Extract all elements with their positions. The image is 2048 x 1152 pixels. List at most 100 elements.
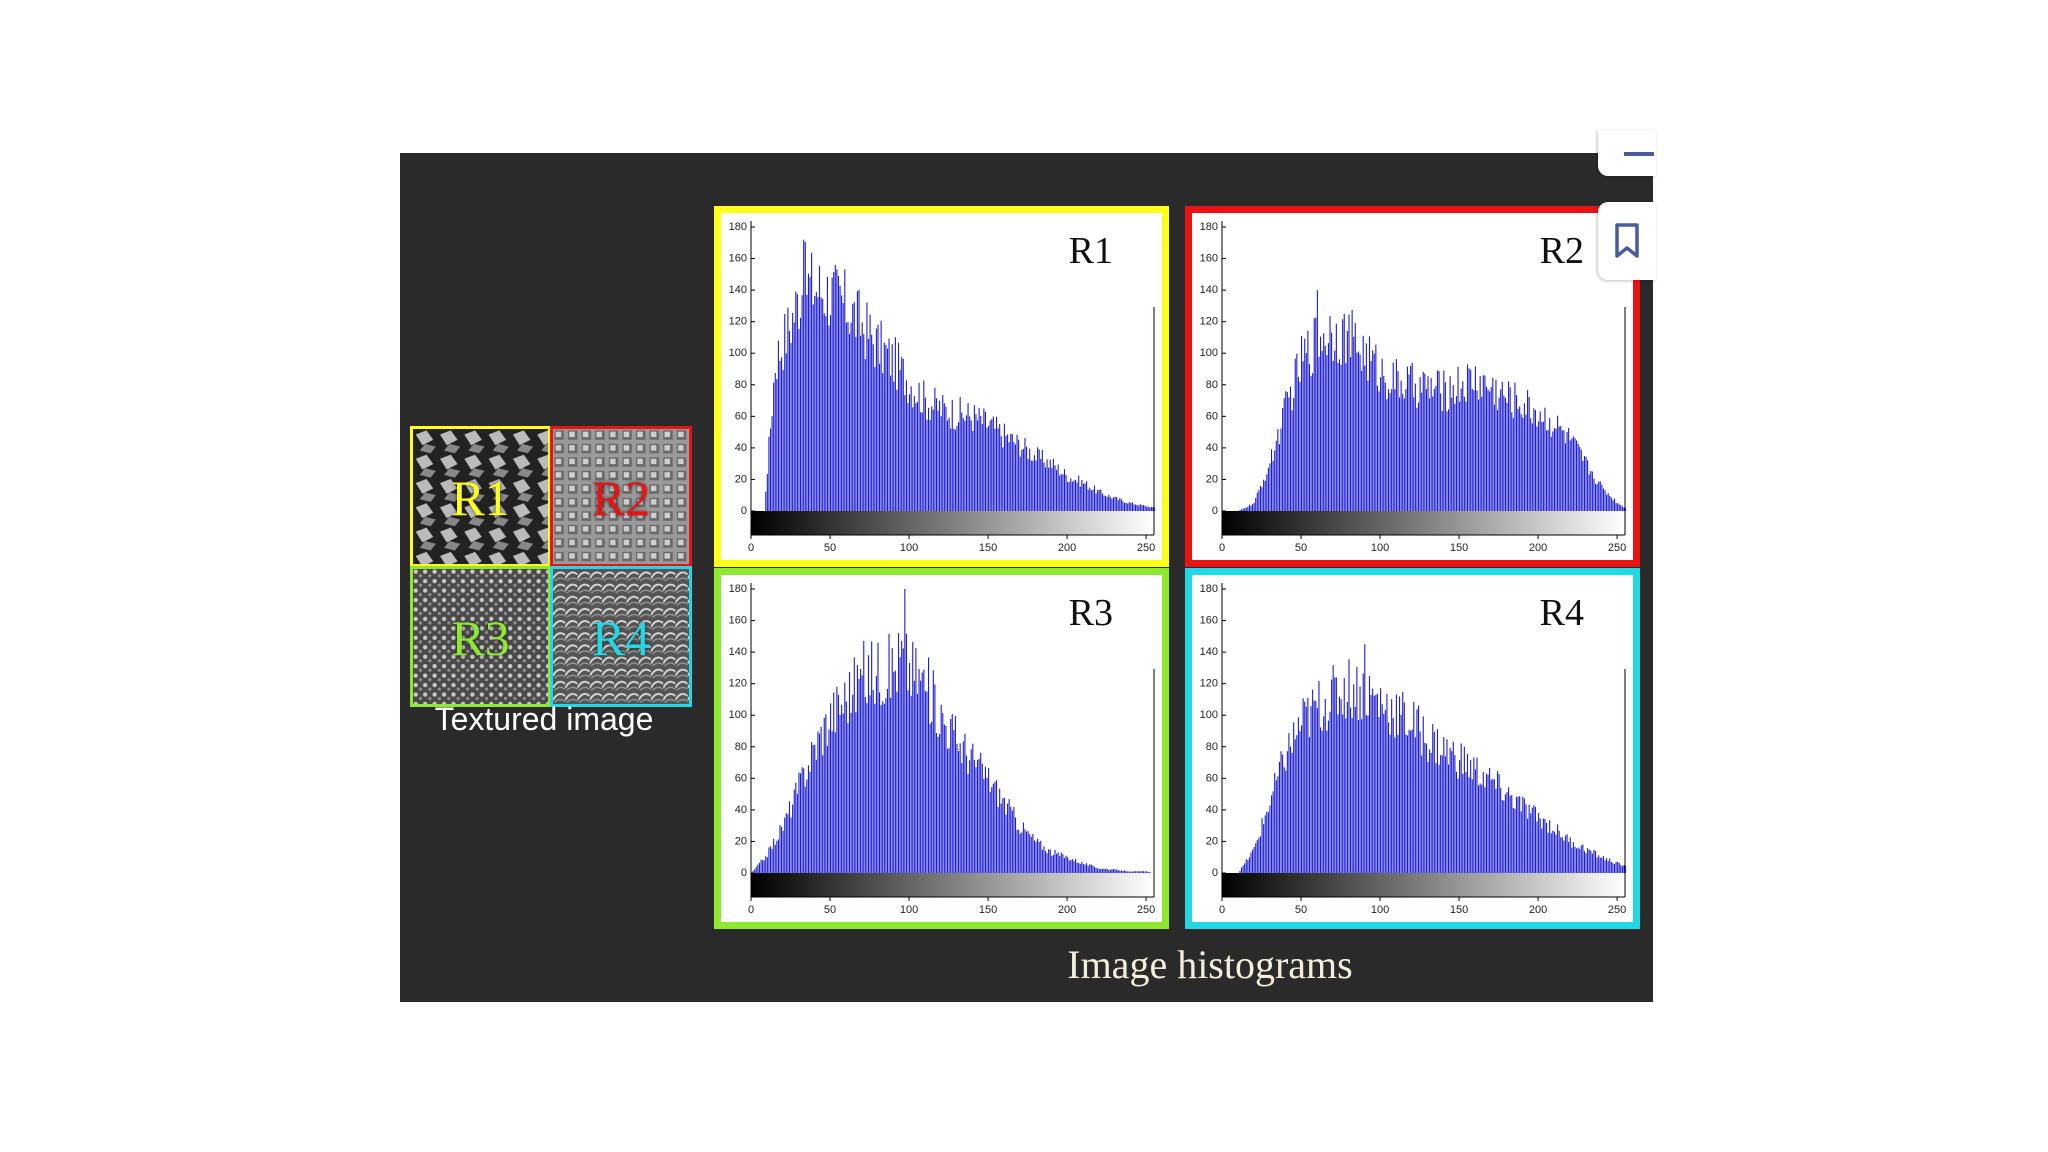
y-tick-label: 20	[735, 473, 747, 485]
histogram-bar	[1576, 440, 1578, 511]
histogram-bar	[1313, 700, 1315, 873]
histogram-bar	[1487, 389, 1489, 511]
histogram-bar	[1316, 290, 1318, 511]
histogram-bar	[953, 730, 955, 873]
histogram-bar	[1414, 737, 1416, 873]
histogram-bar	[850, 712, 852, 873]
histogram-bar	[1515, 796, 1518, 873]
histogram-bar	[1550, 833, 1552, 873]
histogram-bar	[776, 379, 778, 511]
histogram-bar	[1435, 762, 1437, 873]
histogram-bar	[956, 425, 958, 511]
histogram-bar	[1561, 837, 1563, 873]
histogram-bar	[875, 328, 877, 511]
histogram-bar	[1544, 407, 1546, 511]
texture-patch-r3: R3	[410, 566, 551, 707]
histogram-bar	[806, 294, 808, 511]
histogram-bar	[1536, 426, 1538, 511]
histogram-bar	[1484, 375, 1486, 511]
histogram-bar	[988, 767, 990, 873]
histogram-bar	[928, 657, 930, 873]
histogram-bar	[801, 295, 803, 511]
histogram-bar	[920, 680, 922, 873]
histogram-bar	[1142, 871, 1145, 873]
histogram-bar	[940, 704, 942, 873]
histogram-bar	[978, 407, 980, 511]
histogram-bar	[1610, 497, 1612, 511]
histogram-bar	[1397, 371, 1399, 511]
y-tick-label: 40	[735, 442, 747, 454]
histogram-bar	[1474, 769, 1476, 873]
histogram-bar	[1433, 388, 1435, 511]
histogram-bar	[961, 412, 963, 511]
histogram-bar	[774, 372, 776, 511]
histogram-bar	[1381, 358, 1383, 511]
histogram-bar	[1240, 867, 1243, 873]
histogram-bar	[1541, 422, 1543, 511]
histogram-bar	[1068, 481, 1070, 511]
histogram-bar	[1447, 764, 1450, 873]
histogram-bar	[828, 729, 830, 873]
histogram-bar	[1558, 426, 1560, 511]
histogram-bar	[1282, 754, 1284, 873]
y-tick-label: 40	[1206, 442, 1218, 454]
histogram-bar	[1465, 771, 1467, 873]
histogram-bar	[1282, 407, 1284, 511]
histogram-bar	[992, 416, 994, 511]
histogram-bar	[1429, 398, 1431, 511]
histogram-bar	[1103, 495, 1105, 511]
histogram-bar	[1361, 719, 1363, 873]
histogram-bar	[1348, 314, 1350, 511]
histogram-bar	[976, 420, 979, 511]
histogram-bar	[757, 864, 759, 873]
histogram-bar	[1345, 363, 1347, 511]
histogram-bar	[1301, 335, 1303, 511]
histogram-bar	[986, 427, 988, 511]
histogram-bar	[945, 406, 947, 511]
histogram-bar	[1601, 857, 1603, 873]
histogram-bar	[1130, 871, 1132, 873]
histogram-bar	[1530, 813, 1532, 873]
histogram-bar	[1506, 402, 1508, 511]
histogram-bar	[1479, 376, 1481, 511]
histogram-bar	[1070, 478, 1072, 511]
textured-image-caption: Textured image	[434, 701, 654, 737]
y-tick-label: 20	[1206, 835, 1218, 847]
histogram-bar	[1274, 450, 1276, 511]
histogram-bar	[1289, 386, 1292, 511]
histogram-bar	[1599, 857, 1601, 873]
x-tick-label: 250	[1137, 542, 1155, 554]
histogram-bar	[1455, 396, 1457, 511]
histogram-bar	[1133, 871, 1135, 873]
histogram-bar	[1536, 821, 1538, 873]
histogram-bar	[1138, 505, 1140, 511]
histogram-bar	[1368, 336, 1371, 511]
histogram-bar	[834, 264, 836, 511]
histogram-bar	[1338, 359, 1341, 511]
histogram-bar	[768, 436, 770, 511]
histogram-bar	[858, 679, 860, 873]
histogram-bar	[886, 688, 889, 873]
histogram-bar	[1394, 389, 1396, 511]
histogram-bar	[970, 420, 972, 511]
histogram-bar	[1120, 499, 1122, 511]
histogram-bar	[888, 633, 890, 873]
side-toolbar-tab[interactable]	[1598, 130, 1656, 176]
histogram-bar	[1596, 484, 1598, 511]
histogram-bar	[787, 307, 789, 511]
histogram-bar	[891, 344, 893, 511]
y-tick-label: 60	[735, 772, 747, 784]
histogram-chart: 0 20 40 60 80 100 120 140 160 180 0 50 100 150 200 250 R…	[729, 221, 1155, 554]
histogram-bar	[1563, 430, 1565, 511]
histogram-bar	[1599, 481, 1601, 511]
histogram-bar	[1572, 436, 1574, 511]
histogram-bar	[782, 370, 784, 511]
histogram-bar	[875, 675, 877, 873]
grayscale-gradient-bar	[751, 873, 1154, 897]
histogram-bar	[946, 420, 949, 511]
y-tick-label: 40	[1206, 804, 1218, 816]
histogram-bar	[1089, 487, 1091, 511]
bookmark-button[interactable]	[1598, 202, 1656, 280]
histogram-bar	[798, 772, 800, 873]
histogram-bar	[965, 415, 968, 511]
